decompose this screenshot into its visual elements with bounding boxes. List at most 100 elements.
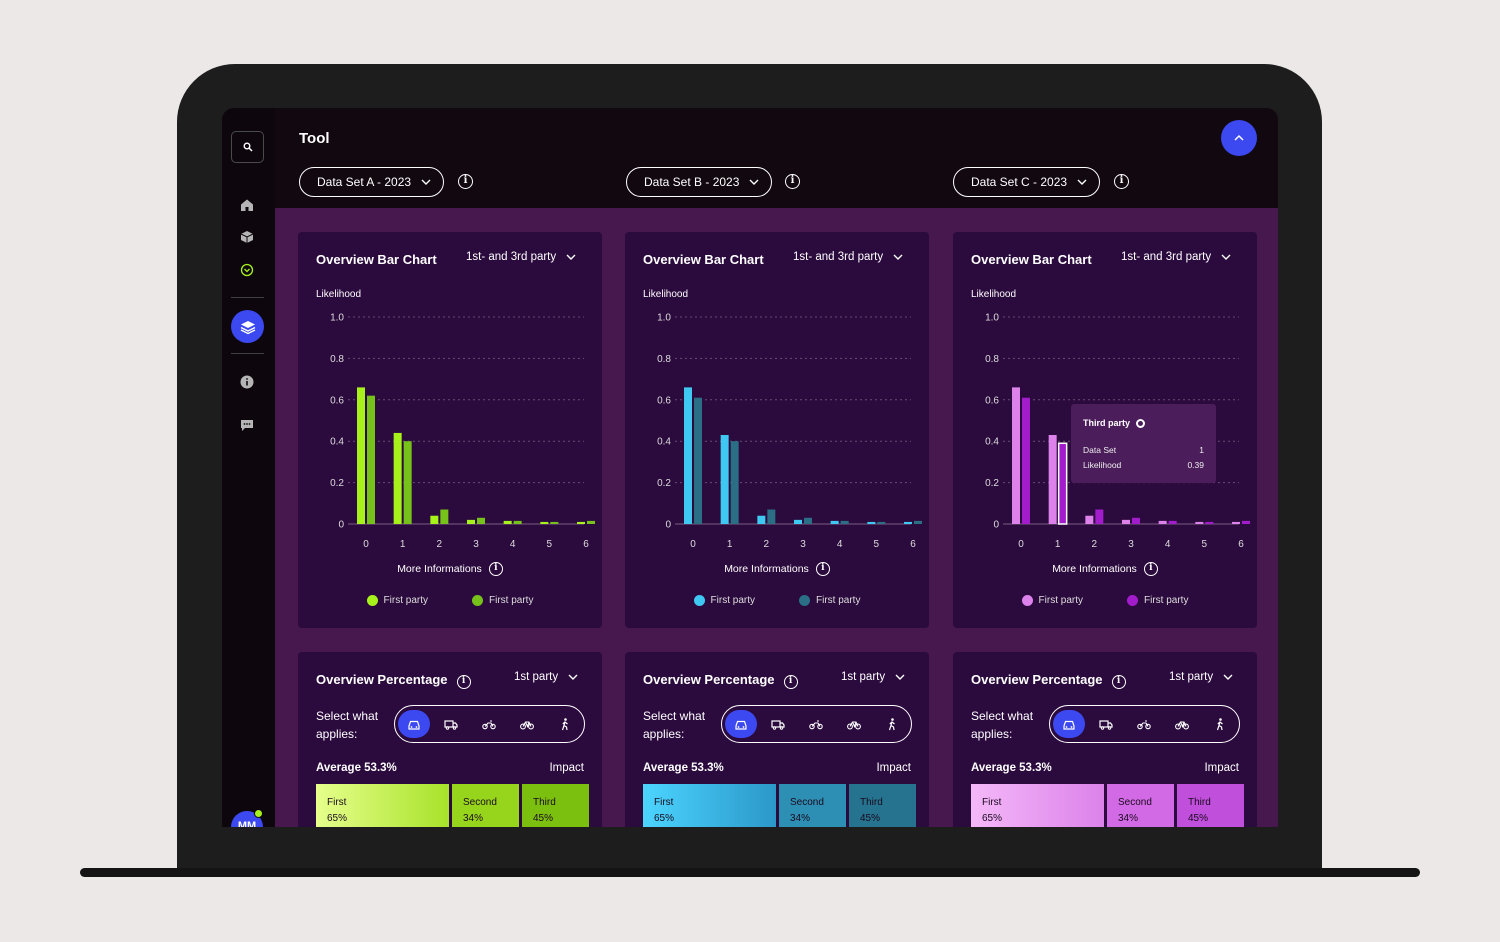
legend-item[interactable]: First party <box>693 595 755 606</box>
more-informations-link[interactable]: More Informations i <box>953 562 1257 576</box>
sidebar-item-status[interactable] <box>239 262 255 278</box>
chart-bar[interactable] <box>877 521 886 524</box>
chart-bar[interactable] <box>804 517 812 524</box>
chart-bar[interactable] <box>1022 397 1030 524</box>
chart-bar[interactable] <box>1205 521 1214 524</box>
info-icon[interactable]: i <box>783 675 798 689</box>
legend-item[interactable]: First party <box>1021 595 1083 606</box>
chart-bar[interactable] <box>503 520 512 524</box>
search-button[interactable] <box>231 131 264 163</box>
motorbike-mode-button[interactable] <box>474 710 504 738</box>
chart-bar[interactable] <box>914 520 922 524</box>
party-filter-dropdown[interactable]: 1st party <box>1169 671 1233 683</box>
chart-bar[interactable] <box>1085 515 1094 524</box>
more-informations-link[interactable]: More Informations i <box>298 562 602 576</box>
chart-bar[interactable] <box>730 441 739 524</box>
sidebar-item-info[interactable] <box>239 374 255 390</box>
chart-bar[interactable] <box>550 521 559 524</box>
chart-bar[interactable] <box>440 509 449 524</box>
chart-bar[interactable] <box>477 517 485 524</box>
y-tick-label: 0.6 <box>330 395 344 406</box>
chart-bar[interactable] <box>467 519 475 524</box>
chart-bar[interactable] <box>1232 521 1240 524</box>
sidebar-item-chat[interactable] <box>239 417 255 433</box>
impact-tile[interactable]: First 65% <box>971 784 1104 827</box>
car-mode-button[interactable] <box>1053 710 1085 738</box>
chart-bar[interactable] <box>720 434 729 524</box>
sidebar-item-cube[interactable] <box>239 229 255 245</box>
impact-tile[interactable]: First 65% <box>316 784 449 827</box>
legend-item[interactable]: First party <box>472 595 533 606</box>
y-tick-label: 0.4 <box>330 437 344 448</box>
truck-mode-button[interactable] <box>436 710 466 738</box>
party-filter-dropdown[interactable]: 1st- and 3rd party <box>1121 251 1231 263</box>
chart-bar[interactable] <box>513 520 522 524</box>
chart-bar[interactable] <box>1048 434 1057 524</box>
party-filter-dropdown[interactable]: 1st party <box>514 671 578 683</box>
more-informations-link[interactable]: More Informations i <box>625 562 929 576</box>
impact-tile[interactable]: First 65% <box>643 784 776 827</box>
dataset-a-select[interactable]: Data Set A - 2023 <box>299 167 445 197</box>
dataset-a-info-icon[interactable]: i <box>458 174 473 189</box>
impact-tile[interactable]: Third 45% <box>522 784 589 827</box>
pedestrian-mode-button[interactable] <box>1205 710 1235 738</box>
dataset-c-select[interactable]: Data Set C - 2023 <box>953 167 1101 197</box>
chart-bar[interactable] <box>587 520 595 524</box>
legend-item[interactable]: First party <box>799 595 860 606</box>
chart-bar[interactable] <box>767 509 776 524</box>
chart-bar[interactable] <box>430 515 439 524</box>
impact-tile[interactable]: Second 34% <box>452 784 519 827</box>
dataset-b-info-icon[interactable]: i <box>785 174 800 189</box>
info-icon[interactable]: i <box>456 675 471 689</box>
sidebar-item-layers[interactable] <box>231 310 264 343</box>
bicycle-mode-button[interactable] <box>1167 710 1197 738</box>
party-filter-dropdown[interactable]: 1st- and 3rd party <box>793 251 903 263</box>
chart-bar[interactable] <box>1242 520 1250 524</box>
chart-bar[interactable] <box>904 521 912 524</box>
dataset-c-info-icon[interactable]: i <box>1114 174 1129 189</box>
party-filter-dropdown[interactable]: 1st- and 3rd party <box>466 251 576 263</box>
truck-mode-button[interactable] <box>1091 710 1121 738</box>
truck-mode-button[interactable] <box>763 710 793 738</box>
chart-bar[interactable] <box>757 515 766 524</box>
chart-bar[interactable] <box>357 387 365 524</box>
chart-bar[interactable] <box>1195 521 1204 524</box>
pedestrian-mode-button[interactable] <box>877 710 907 738</box>
chart-bar[interactable] <box>1057 442 1068 525</box>
chart-bar[interactable] <box>577 521 585 524</box>
chart-bar[interactable] <box>1095 509 1104 524</box>
legend-item[interactable]: First party <box>1127 595 1188 606</box>
dataset-b-select[interactable]: Data Set B - 2023 <box>626 167 773 197</box>
bicycle-mode-button[interactable] <box>512 710 542 738</box>
legend-item[interactable]: First party <box>366 595 428 606</box>
impact-tile[interactable]: Third 45% <box>1177 784 1244 827</box>
collapse-button[interactable] <box>1221 120 1257 156</box>
chart-bar[interactable] <box>1168 520 1177 524</box>
chart-bar[interactable] <box>794 519 802 524</box>
bicycle-mode-button[interactable] <box>839 710 869 738</box>
chart-bar[interactable] <box>367 395 375 524</box>
chart-bar[interactable] <box>867 521 876 524</box>
motorbike-mode-button[interactable] <box>801 710 831 738</box>
chart-bar[interactable] <box>1122 519 1130 524</box>
chart-bar[interactable] <box>393 432 402 524</box>
chart-bar[interactable] <box>694 397 702 524</box>
car-mode-button[interactable] <box>725 710 757 738</box>
impact-tile[interactable]: Second 34% <box>779 784 846 827</box>
chart-bar[interactable] <box>840 520 849 524</box>
impact-tile[interactable]: Second 34% <box>1107 784 1174 827</box>
chart-bar[interactable] <box>684 387 692 524</box>
impact-tile[interactable]: Third 45% <box>849 784 916 827</box>
chart-bar[interactable] <box>1158 520 1167 524</box>
party-filter-dropdown[interactable]: 1st party <box>841 671 905 683</box>
car-mode-button[interactable] <box>398 710 430 738</box>
pedestrian-mode-button[interactable] <box>550 710 580 738</box>
info-icon[interactable]: i <box>1111 675 1126 689</box>
motorbike-mode-button[interactable] <box>1129 710 1159 738</box>
chart-bar[interactable] <box>403 441 412 524</box>
chart-bar[interactable] <box>830 520 839 524</box>
sidebar-item-home[interactable] <box>239 197 255 213</box>
chart-bar[interactable] <box>540 521 549 524</box>
chart-bar[interactable] <box>1012 387 1020 524</box>
chart-bar[interactable] <box>1132 517 1140 524</box>
